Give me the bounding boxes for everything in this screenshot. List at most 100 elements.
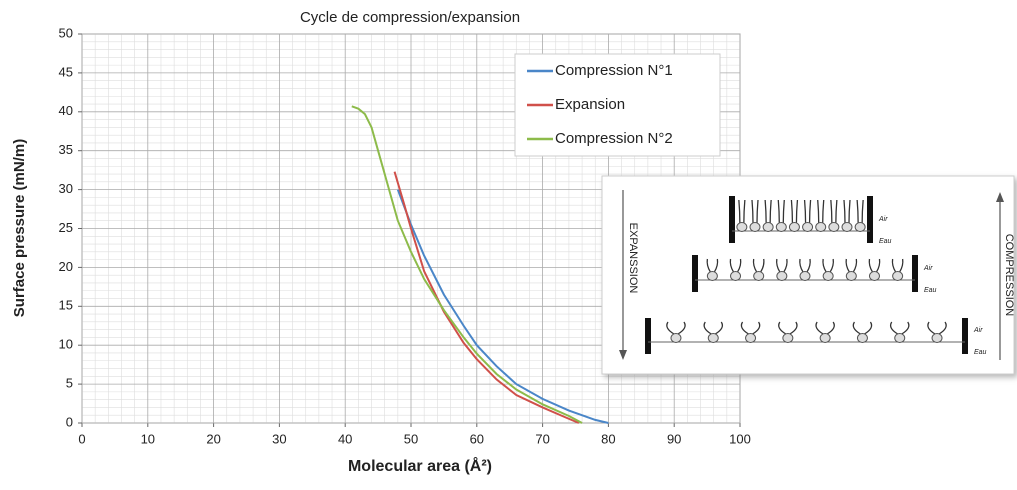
x-tick-label: 70: [535, 431, 549, 446]
y-tick-label: 25: [59, 220, 73, 235]
arrow-head: [996, 192, 1004, 202]
head: [815, 222, 827, 232]
head: [762, 222, 774, 232]
tail: [803, 199, 807, 224]
tail: [729, 258, 735, 273]
tail: [743, 199, 746, 224]
tail: [752, 258, 758, 273]
tail: [845, 258, 850, 273]
head: [736, 222, 748, 232]
tail: [795, 199, 799, 224]
x-tick-label: 80: [601, 431, 615, 446]
tail: [782, 199, 785, 224]
tail: [776, 258, 781, 273]
series-line: [393, 171, 580, 424]
head: [819, 333, 831, 343]
tail: [822, 258, 827, 273]
tail: [756, 199, 759, 224]
head: [856, 333, 868, 343]
arrow-head: [619, 350, 627, 360]
x-tick-label: 0: [78, 431, 85, 446]
head: [707, 333, 719, 343]
tail: [927, 321, 936, 335]
tail: [830, 199, 833, 224]
y-axis-label: Surface pressure (mN/m): [11, 139, 28, 317]
tail: [835, 199, 838, 224]
head: [775, 222, 787, 232]
x-tick-label: 30: [272, 431, 286, 446]
y-tick-label: 15: [59, 298, 73, 313]
eau-label: Eau: [879, 238, 892, 245]
y-tick-label: 50: [59, 25, 73, 40]
head: [892, 271, 904, 281]
head: [828, 222, 840, 232]
tail: [852, 258, 858, 273]
air-label: Air: [923, 265, 933, 272]
tail: [790, 199, 794, 224]
y-tick-label: 40: [59, 103, 73, 118]
inset-label: COMPRESSION: [1003, 234, 1015, 317]
tail: [714, 321, 724, 335]
head: [802, 222, 814, 232]
tail: [856, 199, 859, 224]
legend-label: Compression N°2: [555, 130, 673, 147]
head: [931, 333, 943, 343]
tail: [899, 258, 904, 273]
tail: [901, 321, 910, 335]
tail: [713, 258, 719, 273]
tail: [889, 321, 899, 335]
tail: [806, 258, 811, 273]
head: [822, 271, 834, 281]
barrier: [692, 255, 698, 292]
barrier: [962, 318, 968, 354]
inset-label: EXPANSSION: [627, 223, 639, 294]
x-tick-label: 100: [729, 431, 751, 446]
x-tick-label: 60: [470, 431, 484, 446]
head: [670, 333, 682, 343]
y-tick-label: 20: [59, 259, 73, 274]
air-label: Air: [878, 216, 888, 223]
barrier: [867, 196, 873, 243]
head: [749, 222, 761, 232]
series-line: [396, 189, 609, 424]
tail: [848, 199, 851, 224]
tail: [752, 321, 761, 335]
x-axis-label: Molecular area (Å²): [348, 456, 492, 475]
tail: [875, 258, 881, 273]
tail: [703, 321, 712, 335]
tail: [751, 199, 754, 224]
x-tick-label: 10: [141, 431, 155, 446]
tail: [864, 321, 873, 335]
y-tick-label: 5: [66, 376, 73, 391]
series-line: [351, 105, 583, 424]
tail: [822, 199, 825, 224]
y-tick-label: 10: [59, 337, 73, 352]
head: [868, 271, 880, 281]
tail: [808, 199, 812, 224]
tail: [778, 321, 787, 335]
tail: [799, 258, 804, 273]
barrier: [912, 255, 918, 292]
head: [782, 333, 794, 343]
legend-label: Compression N°1: [555, 62, 673, 79]
tail: [938, 321, 947, 335]
head: [845, 271, 857, 281]
x-tick-label: 90: [667, 431, 681, 446]
tail: [891, 258, 897, 273]
head: [841, 222, 853, 232]
tail: [817, 199, 820, 224]
tail: [740, 321, 749, 335]
head: [776, 271, 788, 281]
tail: [815, 321, 824, 335]
tail: [826, 321, 835, 335]
tail: [769, 199, 772, 224]
tail: [777, 199, 780, 224]
y-tick-label: 30: [59, 181, 73, 196]
tail: [706, 258, 711, 273]
head: [788, 222, 800, 232]
barrier: [645, 318, 651, 354]
x-tick-label: 40: [338, 431, 352, 446]
inset-diagram: EXPANSSION COMPRESSION Air Eau Air Eau Air Eau: [601, 175, 1015, 375]
head: [854, 222, 866, 232]
